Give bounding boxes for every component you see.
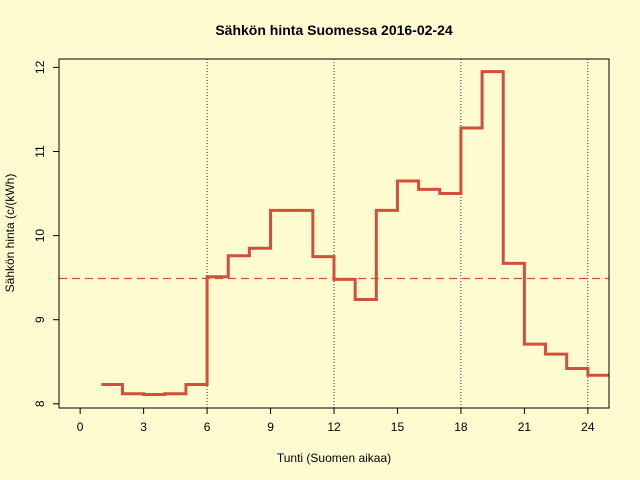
x-tick-label-3: 3 [140, 420, 147, 434]
x-tick-label-21: 21 [518, 420, 532, 434]
series-layer [101, 70, 609, 397]
x-tick-label-12: 12 [327, 420, 341, 434]
x-axis: 0 3 6 9 12 15 18 21 24 [77, 408, 595, 434]
y-tick-label-9: 9 [33, 316, 47, 323]
x-tick-label-24: 24 [581, 420, 595, 434]
y-tick-label-8: 8 [33, 400, 47, 407]
y-axis-label: Sähkön hinta (c/(kWh) [3, 174, 17, 293]
x-tick-label-15: 15 [391, 420, 405, 434]
series-line-0 [101, 70, 609, 397]
vertical-gridlines [206, 59, 589, 408]
y-axis: 8 9 10 11 12 [33, 60, 59, 407]
x-tick-label-18: 18 [454, 420, 468, 434]
x-axis-label: Tunti (Suomen aikaa) [277, 451, 391, 465]
y-tick-label-10: 10 [33, 229, 47, 243]
x-tick-label-9: 9 [267, 420, 274, 434]
y-tick-label-11: 11 [33, 145, 47, 158]
y-tick-label-12: 12 [33, 60, 47, 74]
chart-title: Sähkön hinta Suomessa 2016-02-24 [215, 22, 453, 38]
x-tick-label-0: 0 [77, 420, 84, 434]
x-tick-label-6: 6 [204, 420, 211, 434]
